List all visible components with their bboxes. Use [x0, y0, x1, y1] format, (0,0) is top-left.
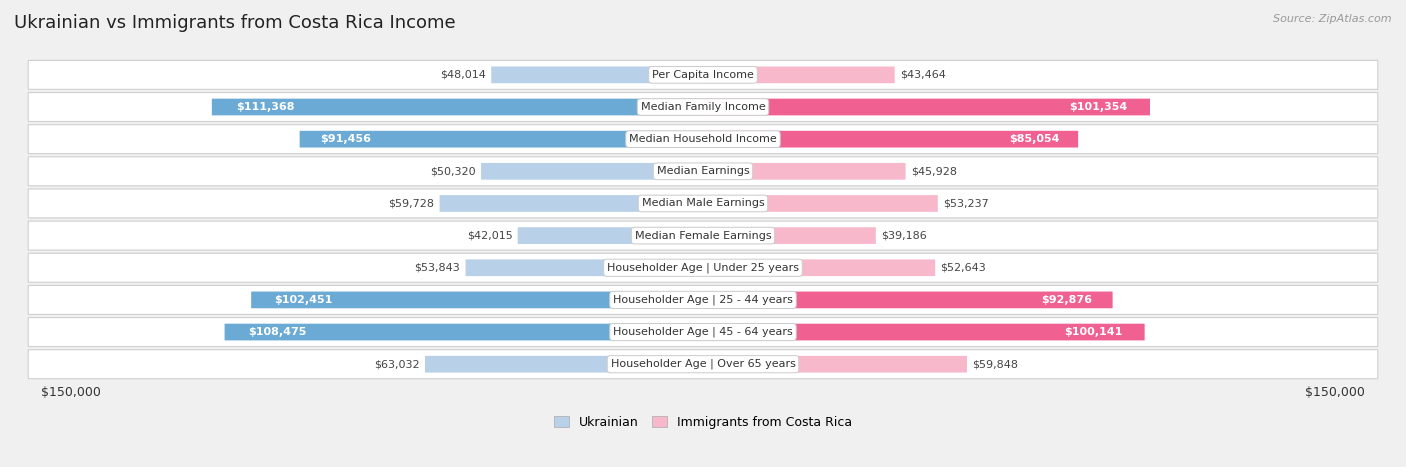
Text: $39,186: $39,186 [882, 231, 927, 241]
FancyBboxPatch shape [28, 350, 1378, 379]
Text: $150,000: $150,000 [41, 386, 101, 399]
FancyBboxPatch shape [28, 253, 1378, 282]
FancyBboxPatch shape [28, 125, 1378, 154]
FancyBboxPatch shape [299, 131, 703, 148]
Text: $42,015: $42,015 [467, 231, 512, 241]
FancyBboxPatch shape [28, 221, 1378, 250]
FancyBboxPatch shape [491, 66, 703, 83]
FancyBboxPatch shape [703, 259, 935, 276]
Text: $52,643: $52,643 [941, 263, 986, 273]
Text: $91,456: $91,456 [319, 134, 371, 144]
Text: Householder Age | 45 - 64 years: Householder Age | 45 - 64 years [613, 327, 793, 337]
Text: $92,876: $92,876 [1040, 295, 1092, 305]
FancyBboxPatch shape [252, 291, 703, 308]
Text: Ukrainian vs Immigrants from Costa Rica Income: Ukrainian vs Immigrants from Costa Rica … [14, 14, 456, 32]
Text: Source: ZipAtlas.com: Source: ZipAtlas.com [1274, 14, 1392, 24]
FancyBboxPatch shape [703, 163, 905, 180]
Text: $50,320: $50,320 [430, 166, 475, 177]
Text: $101,354: $101,354 [1070, 102, 1128, 112]
Text: Median Male Earnings: Median Male Earnings [641, 198, 765, 208]
Text: Per Capita Income: Per Capita Income [652, 70, 754, 80]
Legend: Ukrainian, Immigrants from Costa Rica: Ukrainian, Immigrants from Costa Rica [550, 411, 856, 434]
FancyBboxPatch shape [703, 227, 876, 244]
FancyBboxPatch shape [28, 285, 1378, 314]
FancyBboxPatch shape [703, 195, 938, 212]
Text: $48,014: $48,014 [440, 70, 486, 80]
FancyBboxPatch shape [28, 92, 1378, 121]
FancyBboxPatch shape [212, 99, 703, 115]
FancyBboxPatch shape [703, 131, 1078, 148]
Text: $53,843: $53,843 [415, 263, 460, 273]
Text: Householder Age | Over 65 years: Householder Age | Over 65 years [610, 359, 796, 369]
Text: $59,728: $59,728 [388, 198, 434, 208]
Text: $111,368: $111,368 [236, 102, 295, 112]
FancyBboxPatch shape [440, 195, 703, 212]
FancyBboxPatch shape [481, 163, 703, 180]
Text: Median Female Earnings: Median Female Earnings [634, 231, 772, 241]
Text: Median Family Income: Median Family Income [641, 102, 765, 112]
FancyBboxPatch shape [425, 356, 703, 373]
Text: Median Household Income: Median Household Income [628, 134, 778, 144]
FancyBboxPatch shape [703, 291, 1112, 308]
Text: $43,464: $43,464 [900, 70, 946, 80]
FancyBboxPatch shape [517, 227, 703, 244]
FancyBboxPatch shape [28, 60, 1378, 89]
Text: Householder Age | Under 25 years: Householder Age | Under 25 years [607, 262, 799, 273]
Text: $59,848: $59,848 [972, 359, 1018, 369]
FancyBboxPatch shape [28, 189, 1378, 218]
Text: Median Earnings: Median Earnings [657, 166, 749, 177]
Text: $108,475: $108,475 [249, 327, 307, 337]
FancyBboxPatch shape [703, 66, 894, 83]
FancyBboxPatch shape [28, 318, 1378, 347]
Text: Householder Age | 25 - 44 years: Householder Age | 25 - 44 years [613, 295, 793, 305]
FancyBboxPatch shape [703, 356, 967, 373]
Text: $100,141: $100,141 [1064, 327, 1122, 337]
FancyBboxPatch shape [28, 157, 1378, 186]
Text: $85,054: $85,054 [1010, 134, 1059, 144]
Text: $45,928: $45,928 [911, 166, 957, 177]
FancyBboxPatch shape [465, 259, 703, 276]
FancyBboxPatch shape [703, 324, 1144, 340]
Text: $53,237: $53,237 [943, 198, 988, 208]
Text: $150,000: $150,000 [1305, 386, 1365, 399]
FancyBboxPatch shape [703, 99, 1150, 115]
Text: $102,451: $102,451 [274, 295, 332, 305]
FancyBboxPatch shape [225, 324, 703, 340]
Text: $63,032: $63,032 [374, 359, 420, 369]
